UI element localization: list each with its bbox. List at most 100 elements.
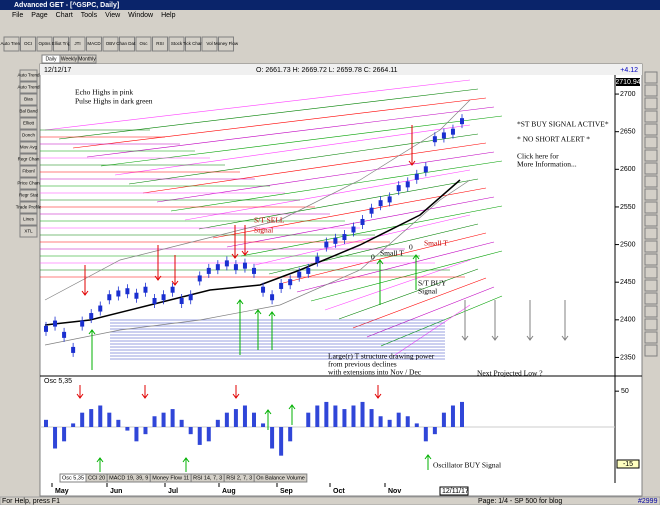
toolbar-label[interactable]: Auto Trend [0, 41, 23, 46]
toolbar-label[interactable]: JTI [74, 41, 80, 46]
toolbar-button[interactable] [135, 36, 152, 52]
side-icon[interactable] [644, 227, 658, 240]
indicator-tab-label[interactable]: Osc 5,35 [62, 475, 84, 481]
indicator-tab-label[interactable]: On Balance Volume [256, 475, 305, 481]
toolbar-button[interactable] [3, 36, 20, 52]
side-icon[interactable] [644, 123, 658, 136]
tool-button[interactable] [19, 189, 38, 202]
indicator-tab-label[interactable]: Money Flow 11 [152, 475, 189, 481]
toolbar-button[interactable] [69, 36, 86, 52]
toolbar-label[interactable]: Stock [171, 41, 183, 46]
side-icon[interactable] [644, 201, 658, 214]
tool-button[interactable] [19, 81, 38, 94]
tool-button[interactable] [19, 165, 38, 178]
tool-label[interactable]: XTL [24, 229, 33, 234]
tool-button[interactable] [19, 201, 38, 214]
toolbar-label[interactable]: Osc [139, 41, 148, 46]
toolbar-button[interactable] [20, 36, 36, 52]
menu-item[interactable]: View [105, 12, 121, 19]
toolbar-label[interactable]: MACD [87, 41, 101, 46]
tool-button[interactable] [19, 213, 38, 226]
side-icon[interactable] [644, 188, 658, 201]
toolbar-label[interactable]: Optns [38, 41, 51, 46]
side-icon[interactable] [644, 214, 658, 227]
timeframe-label[interactable]: Monthly [78, 56, 96, 62]
tool-label[interactable]: Auto Trend [17, 85, 40, 90]
toolbar-button[interactable] [218, 36, 234, 52]
menu-item[interactable]: Help [161, 12, 176, 19]
tool-button[interactable] [19, 177, 38, 190]
toolbar-button[interactable] [86, 36, 102, 52]
toolbar-button[interactable] [185, 36, 201, 52]
tool-button[interactable] [19, 141, 38, 154]
menu-item[interactable]: Tools [81, 12, 98, 19]
side-icon[interactable] [644, 305, 658, 318]
side-icon[interactable] [644, 97, 658, 110]
indicator-tab-label[interactable]: MACD 19, 39, 9 [109, 475, 148, 481]
price-bar [369, 207, 374, 214]
tool-label[interactable]: Auto Trend [17, 73, 40, 78]
toolbar-label[interactable]: RSI [156, 41, 164, 46]
side-icon[interactable] [644, 110, 658, 123]
toolbar-button[interactable] [119, 36, 135, 52]
timeframe-tab[interactable] [77, 54, 97, 64]
indicator-tab-label[interactable]: CCI 20 [88, 475, 105, 481]
toolbar-button[interactable] [53, 36, 69, 52]
tool-button[interactable] [19, 225, 38, 238]
side-icon[interactable] [644, 253, 658, 266]
indicator-tab[interactable] [253, 473, 308, 483]
menu-item[interactable]: Chart [56, 12, 73, 19]
tool-button[interactable] [19, 117, 38, 130]
side-icon[interactable] [644, 149, 658, 162]
side-icon[interactable] [644, 71, 658, 84]
tool-label[interactable]: Trade Profile [16, 205, 42, 210]
toolbar-label[interactable]: Money Flow [214, 41, 239, 46]
toolbar-button[interactable] [102, 36, 119, 52]
tool-button[interactable] [19, 93, 38, 106]
menu-item[interactable]: Window [128, 12, 154, 19]
side-icon[interactable] [644, 84, 658, 97]
tool-button[interactable] [19, 153, 38, 166]
side-icon[interactable] [644, 175, 658, 188]
tool-label[interactable]: Elliott [23, 121, 35, 126]
toolbar-label[interactable]: Elliot Trig [52, 41, 71, 46]
side-icon[interactable] [644, 279, 658, 292]
tool-label[interactable]: Mov Avg [20, 145, 38, 150]
tool-label[interactable]: Regr Chan [18, 157, 40, 162]
toolbar-label[interactable]: OCI [24, 41, 32, 46]
tool-label[interactable]: Fibonl [22, 169, 34, 174]
indicator-tab-label[interactable]: RSI 2, 7, 3 [226, 475, 252, 481]
indicator-tab-label[interactable]: RSI 14, 7, 3 [193, 475, 222, 481]
tool-button[interactable] [19, 105, 38, 118]
menu-item[interactable]: Page [31, 12, 47, 19]
tool-label[interactable]: Regr Stat [19, 193, 39, 198]
toolbar-button[interactable] [152, 36, 168, 52]
toolbar-button[interactable] [201, 36, 218, 52]
tool-label[interactable]: Lines [23, 217, 35, 222]
toolbar-button[interactable] [168, 36, 185, 52]
toolbar-label[interactable]: OBV [106, 41, 116, 46]
side-icon[interactable] [644, 318, 658, 331]
tool-label[interactable]: Donch [22, 133, 36, 138]
timeframe-label[interactable]: Daily [45, 56, 57, 62]
tool-button[interactable] [19, 69, 38, 82]
tool-label[interactable]: Bias [24, 97, 34, 102]
side-icon[interactable] [644, 162, 658, 175]
toolbar-label[interactable]: Chan Data [116, 41, 138, 46]
side-icon[interactable] [644, 331, 658, 344]
side-icon[interactable] [644, 240, 658, 253]
side-icon[interactable] [644, 292, 658, 305]
side-icon[interactable] [644, 344, 658, 357]
menu-item[interactable]: File [12, 12, 23, 19]
osc-bar [125, 427, 130, 431]
side-icon[interactable] [644, 266, 658, 279]
toolbar-button[interactable] [36, 36, 53, 52]
status-count: #2999 [638, 498, 658, 505]
timeframe-label[interactable]: Weekly [61, 56, 78, 62]
toolbar-label[interactable]: Tick Chart [183, 41, 204, 46]
tool-button[interactable] [19, 129, 38, 142]
toolbar-label[interactable]: Vol [206, 41, 212, 46]
tool-label[interactable]: Bal Band [19, 109, 38, 114]
side-icon[interactable] [644, 136, 658, 149]
tool-label[interactable]: Price Chan [17, 181, 40, 186]
